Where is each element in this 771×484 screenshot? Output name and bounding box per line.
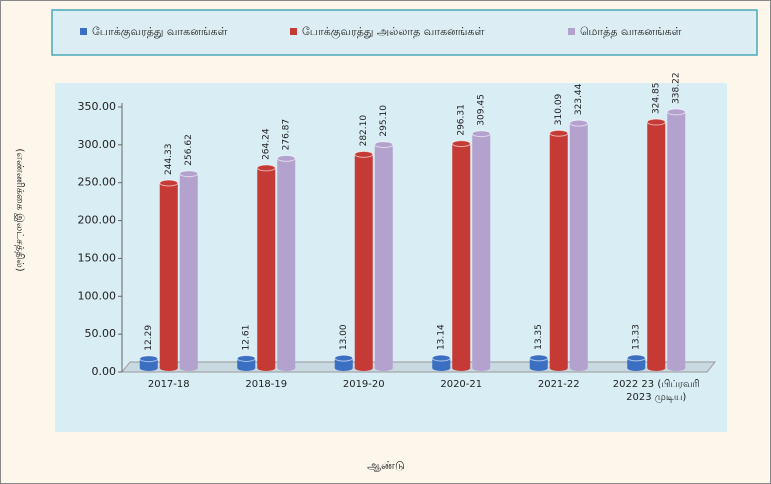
- bar-cap: [179, 170, 199, 178]
- bar-base: [139, 365, 158, 371]
- y-axis-label: (எண்ணிக்கை இலட்சத்தில்): [14, 148, 25, 271]
- bar-cap: [334, 354, 354, 362]
- bar-cap: [529, 354, 549, 362]
- bar-cap: [666, 108, 686, 116]
- bar-cap: [431, 354, 451, 362]
- bar: [452, 143, 471, 368]
- legend-label: மொத்த வாகனங்கள்: [580, 25, 682, 38]
- value-label: 13.00: [339, 324, 349, 350]
- value-label: 338.22: [672, 72, 682, 104]
- bar-cap: [569, 119, 589, 127]
- value-label: 244.33: [164, 144, 174, 176]
- bar-base: [549, 365, 568, 371]
- bar: [529, 357, 548, 368]
- bar-base: [452, 365, 471, 371]
- bar: [179, 173, 198, 368]
- bar-base: [277, 365, 296, 371]
- bar: [354, 154, 373, 368]
- value-label: 309.45: [477, 94, 487, 126]
- bar-cap: [626, 354, 646, 362]
- value-label: 13.35: [534, 324, 544, 350]
- bar-cap: [549, 129, 569, 137]
- bar: [374, 144, 393, 368]
- bar-base: [159, 365, 178, 371]
- bar-base: [179, 365, 198, 371]
- y-tick-label: 200.00: [78, 214, 117, 227]
- value-label: 323.44: [574, 83, 584, 115]
- bar-base: [647, 365, 666, 371]
- bar: [237, 358, 256, 368]
- bar-base: [432, 365, 451, 371]
- bar-cap: [646, 118, 666, 126]
- bar-base: [374, 365, 393, 371]
- value-label: 256.62: [184, 134, 194, 166]
- bar-cap: [256, 164, 276, 172]
- value-label: 13.33: [632, 324, 642, 350]
- legend-swatch: [568, 28, 575, 35]
- legend-box: [51, 9, 758, 56]
- bar-base: [334, 365, 353, 371]
- bar-cap: [236, 354, 256, 362]
- bar-cap: [159, 179, 179, 187]
- bar-base: [569, 365, 588, 371]
- bar: [432, 358, 451, 368]
- x-tick-label: 2020-21: [440, 379, 483, 390]
- legend-swatch: [80, 28, 87, 35]
- y-tick-label: 0.00: [92, 365, 117, 378]
- bar-base: [472, 365, 491, 371]
- bar-base: [667, 365, 686, 371]
- bar-cap: [354, 150, 374, 158]
- bar-base: [257, 365, 276, 371]
- legend-swatch: [290, 28, 297, 35]
- value-label: 12.61: [242, 325, 252, 351]
- bar: [277, 158, 296, 368]
- legend-label: போக்குவரத்து அல்லாத வாகனங்கள்: [302, 25, 484, 40]
- bar: [472, 133, 491, 368]
- bar-cap: [374, 141, 394, 149]
- bar: [647, 122, 666, 368]
- x-axis-label: ஆண்டு: [367, 459, 405, 472]
- value-label: 295.10: [379, 105, 389, 137]
- x-tick-label: 2017-18: [147, 379, 190, 390]
- value-label: 276.87: [282, 119, 292, 151]
- y-tick-label: 50.00: [85, 327, 117, 340]
- bar: [569, 123, 588, 368]
- value-label: 264.24: [262, 128, 272, 160]
- bar: [667, 111, 686, 369]
- bar: [627, 357, 646, 368]
- y-tick-label: 350.00: [78, 100, 117, 113]
- y-tick-label: 250.00: [78, 176, 117, 189]
- bar: [139, 358, 158, 368]
- bar: [549, 133, 568, 368]
- x-tick-label: 2019-20: [342, 379, 385, 390]
- bar-base: [237, 365, 256, 371]
- x-tick-label: 2018-19: [245, 379, 288, 390]
- value-label: 12.29: [144, 325, 154, 351]
- bar-base: [627, 365, 646, 371]
- y-tick-label: 300.00: [78, 138, 117, 151]
- bar-cap: [451, 140, 471, 148]
- bar-cap: [139, 355, 159, 363]
- bar-cap: [276, 154, 296, 162]
- value-label: 296.31: [457, 104, 467, 136]
- bar: [334, 358, 353, 368]
- x-tick-label: 2021-22: [537, 379, 580, 390]
- y-tick-label: 100.00: [78, 289, 117, 302]
- value-label: 324.85: [652, 83, 662, 115]
- x-tick-label: 2022 23 (பிப்ரவரி 2023 முடிய): [612, 379, 700, 403]
- value-label: 310.09: [554, 93, 564, 125]
- bar-cap: [471, 130, 491, 138]
- legend-label: போக்குவரத்து வாகனங்கள்: [92, 25, 228, 40]
- y-tick-label: 150.00: [78, 251, 117, 264]
- bar: [257, 167, 276, 368]
- bar-base: [354, 365, 373, 371]
- value-label: 13.14: [437, 324, 447, 350]
- bar: [159, 183, 178, 368]
- floor: [120, 361, 717, 373]
- value-label: 282.10: [359, 115, 369, 147]
- bar-base: [529, 365, 548, 371]
